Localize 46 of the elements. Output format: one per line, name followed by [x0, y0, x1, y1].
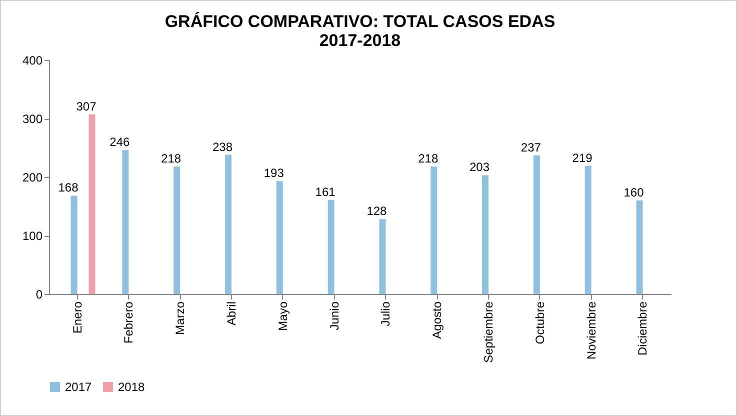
x-tick-label: Mayo [276, 301, 290, 331]
bar [70, 196, 78, 294]
x-tick-label: Agosto [430, 301, 444, 339]
bar [225, 154, 232, 294]
bar [430, 166, 438, 294]
bar [328, 200, 334, 294]
data-label: 218 [418, 151, 438, 166]
x-tick-label: Febrero [122, 301, 136, 344]
data-label: 203 [470, 160, 490, 174]
data-label: 219 [572, 150, 593, 165]
bar [379, 219, 386, 294]
x-tick-label: Julio [378, 301, 393, 326]
x-tick-label: Septiembre [482, 301, 496, 363]
y-tick-label: 0 [36, 288, 43, 302]
data-label: 168 [58, 180, 79, 195]
data-label: 246 [110, 135, 130, 150]
bar [636, 200, 643, 294]
legend-label: 2017 [65, 380, 92, 394]
y-tick-label: 100 [22, 229, 43, 243]
bar [482, 175, 489, 294]
data-label: 193 [264, 166, 284, 180]
data-label: 128 [366, 204, 388, 218]
x-tick-label: Abril [224, 302, 238, 326]
y-tick-label: 200 [22, 170, 43, 184]
y-tick-label: 400 [22, 54, 43, 68]
bar [174, 166, 180, 294]
chart-title: GRÁFICO COMPARATIVO: TOTAL CASOS EDAS 2017-2018 [164, 11, 556, 50]
data-label: 160 [624, 185, 644, 200]
bar [122, 150, 129, 294]
data-label: 161 [315, 184, 336, 199]
bar [88, 114, 96, 294]
x-tick-label: Octubre [532, 301, 547, 344]
legend-label: 2018 [118, 380, 146, 394]
data-label: 307 [76, 99, 97, 114]
data-label: 238 [212, 140, 233, 154]
bar [276, 181, 283, 294]
x-tick-label: Enero [70, 301, 84, 334]
bar [533, 155, 540, 294]
data-label: 237 [520, 140, 542, 154]
x-tick-label: Marzo [173, 301, 188, 335]
x-tick-label: Diciembre [636, 301, 650, 356]
bar [584, 166, 592, 294]
x-tick-label: Junio [327, 301, 342, 330]
y-tick-label: 300 [22, 112, 43, 126]
x-tick-label: Noviembre [584, 301, 598, 360]
data-label: 218 [161, 151, 182, 166]
